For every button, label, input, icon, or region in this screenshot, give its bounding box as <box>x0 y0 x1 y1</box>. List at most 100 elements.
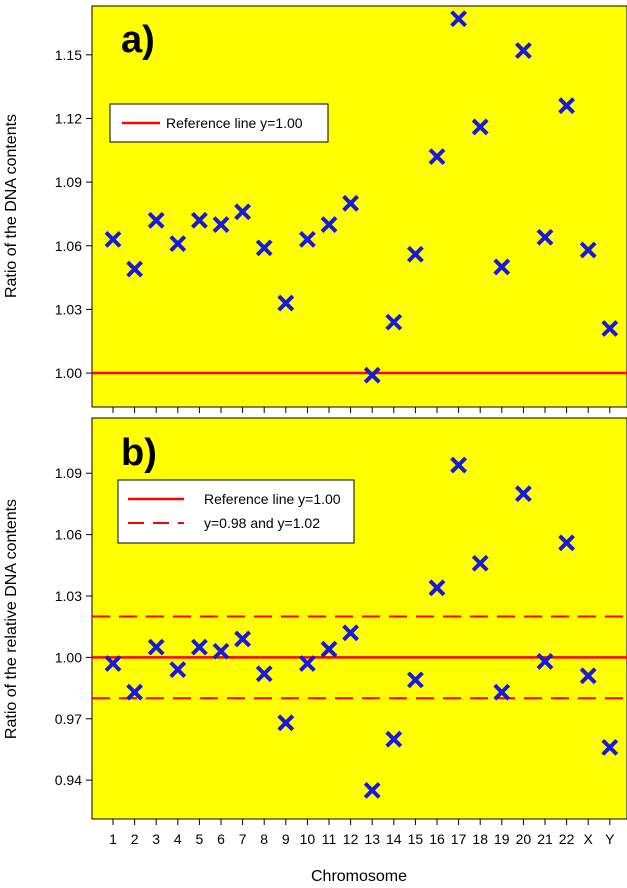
y-tick-label: 1.06 <box>55 527 82 543</box>
data-point-chr-3 <box>147 211 165 229</box>
x-tick-label: 2 <box>131 831 139 847</box>
panel-b-y-axis: 0.94 0.97 1.00 1.03 1.06 1.09 <box>55 465 92 788</box>
data-point-chr-y <box>601 738 619 756</box>
data-point-chr-7 <box>234 203 252 221</box>
data-point-chr-14 <box>385 730 403 748</box>
data-point-chr-2 <box>126 683 144 701</box>
data-point-chr-9 <box>277 294 295 312</box>
x-tick-label: 3 <box>152 831 160 847</box>
x-tick-label: 13 <box>364 831 380 847</box>
panel-b-legend-entry-reference: Reference line y=1.00 <box>204 491 341 507</box>
data-point-chr-10 <box>298 655 316 672</box>
data-point-chr-19 <box>493 683 511 701</box>
x-tick-label: 16 <box>429 831 445 847</box>
panel-b-legend-entry-band: y=0.98 and y=1.02 <box>204 515 320 531</box>
data-point-chr-17 <box>450 456 468 474</box>
x-tick-label: 18 <box>472 831 488 847</box>
y-tick-label: 1.12 <box>55 110 82 126</box>
x-axis-title: Chromosome <box>311 868 407 885</box>
data-point-chr-x <box>579 241 597 259</box>
data-point-chr-4 <box>169 661 187 679</box>
data-point-chr-9 <box>277 714 295 732</box>
panel-b-x-axis: 1 2 3 4 5 6 7 8 9 10 11 12 13 14 15 16 17 18 19 20 21 22 X Y <box>109 819 615 847</box>
panel-b-y-axis-label: Ratio of the relative DNA contents <box>3 499 20 739</box>
y-tick-label: 0.94 <box>55 772 82 788</box>
data-point-chr-13 <box>363 781 381 799</box>
data-point-chr-7 <box>234 630 252 648</box>
y-tick-label: 1.00 <box>55 649 82 665</box>
x-tick-label: 10 <box>300 831 316 847</box>
data-point-chr-12 <box>342 194 360 212</box>
data-point-chr-18 <box>471 118 489 136</box>
data-point-chr-15 <box>406 245 424 263</box>
data-point-chr-6 <box>212 642 230 660</box>
panel-a: Ratio of the DNA contents 1.001.031.061.… <box>3 5 627 413</box>
panel-b-data-points <box>104 456 619 799</box>
data-point-chr-2 <box>126 260 144 278</box>
panel-a-plot-area <box>91 5 627 408</box>
panel-b-legend-box <box>117 479 355 544</box>
x-tick-label: 7 <box>239 831 247 847</box>
x-tick-label: 20 <box>516 831 532 847</box>
x-tick-label: 21 <box>537 831 553 847</box>
y-tick-label: 1.15 <box>55 47 82 63</box>
data-point-chr-5 <box>190 638 208 656</box>
x-tick-label: 5 <box>196 831 204 847</box>
x-tick-label: 22 <box>559 831 575 847</box>
data-point-chr-21 <box>536 653 554 670</box>
data-point-chr-22 <box>558 97 576 115</box>
data-point-chr-12 <box>342 624 360 642</box>
data-point-chr-8 <box>255 239 273 257</box>
x-tick-label: 17 <box>451 831 467 847</box>
x-tick-label: 1 <box>109 831 117 847</box>
panel-a-data-points <box>104 10 619 384</box>
x-tick-label: 14 <box>386 831 402 847</box>
x-tick-label: 15 <box>408 831 424 847</box>
x-tick-label: 9 <box>282 831 290 847</box>
panel-a-y-axis: 1.00 1.03 1.06 1.09 1.12 1.15 <box>55 47 92 381</box>
data-point-chr-15 <box>406 671 424 689</box>
data-point-chr-14 <box>385 313 403 331</box>
data-point-chr-20 <box>514 485 532 503</box>
data-point-chr-21 <box>536 228 554 246</box>
x-tick-label: X <box>584 831 594 847</box>
y-tick-label: 1.03 <box>55 301 82 317</box>
data-point-chr-17 <box>450 10 468 28</box>
y-tick-label: 1.03 <box>55 588 82 604</box>
data-point-chr-13 <box>363 366 381 384</box>
panel-a-legend-entry-reference: Reference line y=1.00 <box>166 115 303 131</box>
data-point-chr-4 <box>169 235 187 253</box>
data-point-chr-19 <box>493 258 511 276</box>
data-point-chr-1 <box>104 230 122 248</box>
panel-a-legend: Reference line y=1.00 <box>109 103 329 143</box>
panel-a-label: a) <box>121 19 155 61</box>
x-tick-label: 4 <box>174 831 182 847</box>
data-point-chr-10 <box>298 230 316 248</box>
panel-a-y-axis-label: Ratio of the DNA contents <box>3 114 20 298</box>
y-tick-label: 0.97 <box>55 711 82 727</box>
data-point-chr-5 <box>190 211 208 229</box>
y-tick-label: 1.09 <box>55 465 82 481</box>
data-point-chr-y <box>601 320 619 337</box>
x-tick-label: 19 <box>494 831 510 847</box>
panel-b: Ratio of the relative DNA contents 0.940… <box>3 417 627 885</box>
panel-b-legend: Reference line y=1.00 y=0.98 and y=1.02 <box>117 479 355 544</box>
data-point-chr-20 <box>514 42 532 59</box>
data-point-chr-16 <box>428 148 446 166</box>
data-point-chr-x <box>579 667 597 685</box>
x-tick-label: 8 <box>260 831 268 847</box>
x-tick-label: 11 <box>322 831 337 847</box>
y-tick-label: 1.00 <box>55 365 82 381</box>
data-point-chr-11 <box>320 216 338 233</box>
data-point-chr-18 <box>471 554 489 572</box>
panel-b-plot-area <box>91 417 627 820</box>
data-point-chr-6 <box>212 216 230 233</box>
y-tick-label: 1.09 <box>55 174 82 190</box>
panel-a-x-axis <box>112 407 611 413</box>
data-point-chr-1 <box>104 655 122 672</box>
y-tick-label: 1.06 <box>55 238 82 254</box>
data-point-chr-3 <box>147 638 165 656</box>
panel-b-reference-lines <box>92 615 627 700</box>
x-tick-label: 6 <box>217 831 225 847</box>
